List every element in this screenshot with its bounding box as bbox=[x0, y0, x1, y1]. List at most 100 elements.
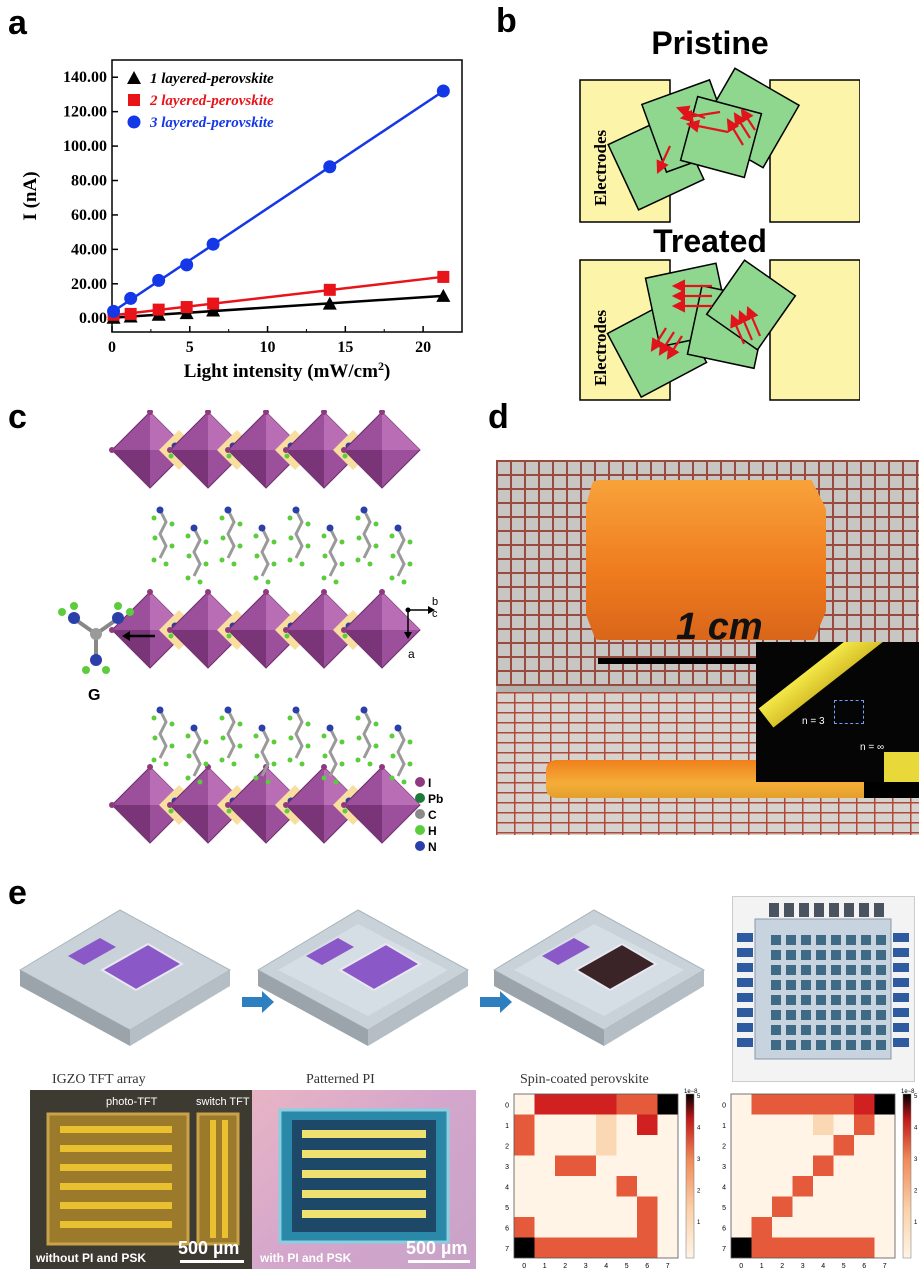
heatmap-cell bbox=[751, 1237, 772, 1258]
iodine-atom bbox=[379, 589, 385, 595]
y-tick-label: 40.00 bbox=[71, 241, 107, 258]
array-pixel bbox=[876, 1010, 886, 1020]
grain-alignment-schematic: Pristine Electrodes Treated Electrodes bbox=[579, 25, 860, 401]
switch-pad bbox=[68, 938, 116, 965]
array-pixel bbox=[786, 1040, 796, 1050]
h-atom bbox=[168, 453, 174, 459]
h-atom bbox=[321, 575, 327, 581]
element-legend-label: I bbox=[428, 776, 431, 790]
array-pixel bbox=[861, 950, 871, 960]
scale-bar-label: 1 cm bbox=[676, 606, 763, 648]
n-atom bbox=[156, 706, 164, 714]
micrograph-with: with PI and PSK 500 µm bbox=[252, 1090, 476, 1269]
heatmap-cell bbox=[596, 1155, 617, 1176]
element-legend-dot bbox=[415, 825, 425, 835]
h-atom bbox=[355, 715, 361, 721]
h-atom bbox=[169, 521, 175, 527]
h-atom bbox=[321, 775, 327, 781]
h-atom bbox=[389, 775, 395, 781]
element-legend-dot bbox=[415, 793, 425, 803]
colorbar-tick-label: 4 bbox=[697, 1126, 701, 1132]
iodine-atom bbox=[341, 447, 347, 453]
heatmap-cell bbox=[534, 1217, 555, 1238]
alkyl-chain bbox=[260, 727, 270, 777]
array-pixel bbox=[801, 980, 811, 990]
legend-marker bbox=[127, 71, 141, 84]
heatmap-cell bbox=[854, 1196, 875, 1217]
tft-array-photo bbox=[732, 896, 915, 1082]
scale-label-1: 500 µm bbox=[178, 1238, 240, 1258]
h-atom bbox=[288, 735, 294, 741]
alkyl-chain bbox=[158, 509, 168, 559]
micrograph-without: photo-TFT switch TFT without PI and PSK … bbox=[30, 1090, 252, 1269]
finger-electrode bbox=[60, 1183, 172, 1190]
heatmap-cell bbox=[772, 1176, 793, 1197]
heatmap-cell bbox=[596, 1217, 617, 1238]
array-pixel bbox=[846, 1040, 856, 1050]
left-pad bbox=[737, 1023, 753, 1032]
iodine-atom bbox=[167, 627, 173, 633]
heatmap-cell bbox=[555, 1196, 576, 1217]
x-axis-ticks: 0 5 10 15 20 bbox=[108, 326, 431, 356]
legend-label: 1 layered-perovskite bbox=[150, 71, 274, 87]
switch-pad bbox=[542, 938, 590, 965]
g-label: G bbox=[88, 687, 100, 704]
n-atom bbox=[326, 524, 334, 532]
heatmap-cell bbox=[731, 1196, 752, 1217]
heatmap-cell bbox=[555, 1114, 576, 1135]
array-pixel bbox=[861, 935, 871, 945]
n-atom bbox=[190, 724, 198, 732]
heatmap-cell bbox=[596, 1237, 617, 1258]
n-atom bbox=[360, 506, 368, 514]
heatmap-cell bbox=[874, 1114, 895, 1135]
heatmap-cell bbox=[575, 1155, 596, 1176]
crystal-structure-illustration: G b c a I Pb CHN bbox=[58, 410, 443, 854]
heatmap-cell bbox=[616, 1237, 637, 1258]
heatmap-cell bbox=[555, 1094, 576, 1115]
h-atom bbox=[253, 575, 259, 581]
heatmap-cell bbox=[575, 1114, 596, 1135]
array-pixel bbox=[801, 950, 811, 960]
array-pixel bbox=[846, 950, 856, 960]
n-atom bbox=[224, 506, 232, 514]
h-atom bbox=[219, 757, 225, 763]
heatmap-cell bbox=[555, 1135, 576, 1156]
h-atom bbox=[186, 553, 192, 559]
yellow-crystal-rod bbox=[758, 642, 908, 728]
top-pad bbox=[784, 903, 794, 917]
octahedron-face bbox=[286, 630, 324, 668]
heatmap-cell bbox=[575, 1217, 596, 1238]
heatmap-cell bbox=[833, 1196, 854, 1217]
iodine-atom bbox=[379, 764, 385, 770]
x-tick-label: 0 bbox=[108, 339, 116, 356]
n-atom bbox=[394, 524, 402, 532]
h-atom bbox=[151, 715, 157, 721]
col-tick-label: 2 bbox=[780, 1263, 784, 1270]
y-tick-label: 20.00 bbox=[71, 276, 107, 293]
panel-label-e: e bbox=[8, 874, 27, 912]
h-atom bbox=[342, 453, 348, 459]
y-tick-label: 80.00 bbox=[71, 173, 107, 190]
heatmap-cell bbox=[657, 1196, 678, 1217]
top-pad bbox=[769, 903, 779, 917]
heatmap-cell bbox=[575, 1176, 596, 1197]
fabrication-steps bbox=[18, 909, 706, 1046]
h-atom bbox=[288, 535, 294, 541]
scale-bar bbox=[598, 658, 808, 664]
h-atom bbox=[287, 557, 293, 563]
heatmap-cell bbox=[514, 1094, 535, 1115]
right-pad bbox=[893, 993, 909, 1002]
heatmap-cell bbox=[854, 1237, 875, 1258]
array-pixel bbox=[861, 995, 871, 1005]
heatmap-cell bbox=[792, 1237, 813, 1258]
heatmap-cell bbox=[637, 1176, 658, 1197]
h-atom bbox=[219, 515, 225, 521]
heatmap-cell bbox=[616, 1114, 637, 1135]
finger-electrode bbox=[60, 1126, 172, 1133]
array-pixel bbox=[846, 1010, 856, 1020]
finger-electrode bbox=[60, 1221, 172, 1228]
array-pixel bbox=[816, 965, 826, 975]
heatmap-cell bbox=[833, 1217, 854, 1238]
heatmap-cell bbox=[637, 1196, 658, 1217]
h-atom bbox=[390, 753, 396, 759]
